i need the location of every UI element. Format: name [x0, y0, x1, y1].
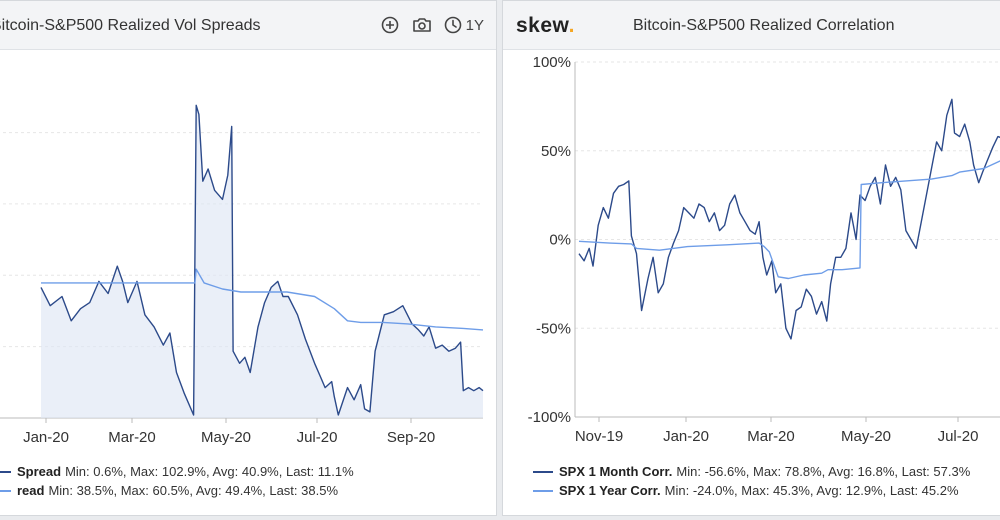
time-range-selector[interactable]: 1Y — [444, 16, 484, 34]
legend-line — [0, 470, 11, 473]
series-line — [41, 268, 484, 331]
x-tick-label: Mar-20 — [747, 428, 795, 445]
legend-series-name: Spread — [17, 464, 62, 479]
legend-item[interactable]: read Min: 38.5%, Max: 60.5%, Avg: 49.4%,… — [0, 481, 354, 500]
legend-series-stats: Min: 0.6%, Max: 102.9%, Avg: 40.9%, Last… — [65, 464, 354, 479]
vol-spreads-legend: Spread Min: 0.6%, Max: 102.9%, Avg: 40.9… — [0, 462, 354, 500]
correlation-panel: skew. Bitcoin-S&P500 Realized Correlatio… — [502, 0, 1000, 516]
y-tick-label: -100% — [528, 409, 571, 426]
legend-series-name: read — [17, 483, 45, 498]
x-tick-label: Jul-20 — [938, 428, 979, 445]
series-area — [41, 105, 483, 419]
legend-line — [533, 489, 553, 492]
series-line — [578, 160, 1000, 280]
correlation-header: skew. Bitcoin-S&P500 Realized Correlatio… — [503, 1, 1000, 50]
legend-item[interactable]: SPX 1 Year Corr. Min: -24.0%, Max: 45.3%… — [533, 481, 970, 500]
legend-series-stats: Min: -24.0%, Max: 45.3%, Avg: 12.9%, Las… — [664, 483, 959, 498]
x-tick-label: Sep-20 — [387, 429, 435, 446]
x-tick-label: May-20 — [841, 428, 891, 445]
legend-series-name: SPX 1 Year Corr. — [559, 483, 661, 498]
legend-line — [533, 470, 553, 473]
brand-name: skew — [516, 14, 569, 37]
zoom-in-icon[interactable] — [380, 15, 400, 35]
x-tick-label: May-20 — [201, 429, 251, 446]
legend-line — [0, 489, 11, 492]
skew-logo: skew. — [516, 14, 575, 38]
x-tick-label: Nov-19 — [575, 428, 623, 445]
correlation-legend: SPX 1 Month Corr. Min: -56.6%, Max: 78.8… — [533, 462, 970, 500]
y-tick-label: -50% — [536, 320, 571, 337]
vol-spreads-chart[interactable]: Jan-20 Mar-20 May-20 Jul-20 Sep-20 — [0, 50, 497, 460]
y-tick-label: 50% — [541, 143, 571, 160]
correlation-title: Bitcoin-S&P500 Realized Correlation — [633, 17, 895, 34]
legend-series-stats: Min: -56.6%, Max: 78.8%, Avg: 16.8%, Las… — [676, 464, 971, 479]
correlation-chart[interactable]: Nov-19 Jan-20 Mar-20 May-20 Jul-20 100% 50% 0% -… — [503, 50, 1000, 460]
legend-item[interactable]: Spread Min: 0.6%, Max: 102.9%, Avg: 40.9… — [0, 462, 354, 481]
brand-dot: . — [568, 14, 575, 37]
clock-icon — [444, 16, 461, 34]
legend-item[interactable]: SPX 1 Month Corr. Min: -56.6%, Max: 78.8… — [533, 462, 970, 481]
camera-icon[interactable] — [412, 15, 432, 35]
time-range-label: 1Y — [465, 16, 484, 34]
x-tick-label: Jan-20 — [663, 428, 709, 445]
vol-spreads-header: Bitcoin-S&P500 Realized Vol Spreads 1Y — [0, 1, 496, 50]
y-tick-label: 0% — [549, 232, 571, 249]
series-line — [40, 104, 484, 416]
legend-series-stats: Min: 38.5%, Max: 60.5%, Avg: 49.4%, Last… — [48, 483, 339, 498]
x-tick-label: Jan-20 — [23, 429, 69, 446]
y-tick-label: 100% — [533, 54, 571, 71]
x-tick-label: Jul-20 — [297, 429, 338, 446]
chart-toolbar: 1Y — [380, 15, 484, 35]
vol-spreads-panel: Bitcoin-S&P500 Realized Vol Spreads 1Y J… — [0, 0, 497, 516]
series-line — [578, 98, 1000, 340]
vol-spreads-title: Bitcoin-S&P500 Realized Vol Spreads — [0, 17, 261, 34]
legend-series-name: SPX 1 Month Corr. — [559, 464, 673, 479]
x-tick-label: Mar-20 — [108, 429, 156, 446]
